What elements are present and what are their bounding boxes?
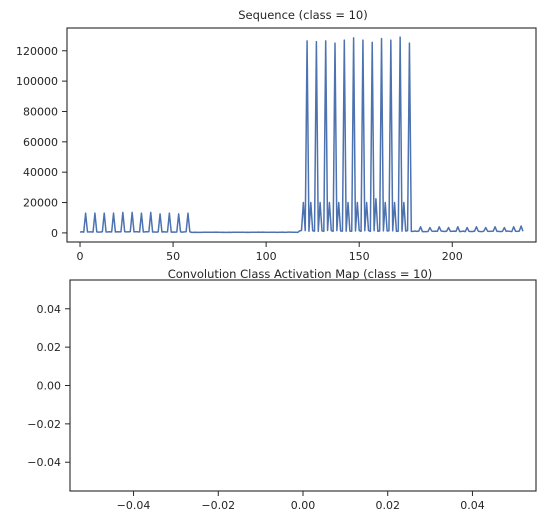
y-tick-label: 0.00 [37, 380, 62, 393]
x-tick-label: 0.02 [375, 499, 400, 512]
y-tick-label: 60000 [23, 136, 58, 149]
sequence-chart-x-ticks: 0 50 100 150 200 [77, 242, 463, 263]
x-tick-label: 150 [349, 250, 370, 263]
cam-chart-x-ticks: −0.04 −0.02 0.00 0.02 0.04 [117, 491, 485, 512]
y-tick-label: 40000 [23, 166, 58, 179]
y-tick-label: −0.04 [27, 456, 61, 469]
y-tick-label: 0.02 [37, 341, 62, 354]
cam-chart: Convolution Class Activation Map (class … [27, 267, 537, 512]
x-tick-label: 0.04 [460, 499, 485, 512]
y-tick-label: 120000 [16, 45, 58, 58]
x-tick-label: 0 [77, 250, 84, 263]
y-tick-label: 80000 [23, 105, 58, 118]
cam-chart-y-ticks: 0.04 0.02 0.00 −0.02 −0.04 [27, 303, 70, 469]
x-tick-label: −0.02 [201, 499, 235, 512]
x-tick-label: 200 [442, 250, 463, 263]
y-tick-label: −0.02 [27, 418, 61, 431]
sequence-series-line [79, 36, 524, 234]
sequence-chart-y-ticks: 0 20000 40000 60000 80000 100000 120000 [16, 45, 67, 240]
y-tick-label: 100000 [16, 75, 58, 88]
x-tick-label: 50 [166, 250, 180, 263]
sequence-chart-frame [66, 27, 537, 243]
sequence-chart: Sequence (class = 10) 0 50 100 150 200 0 2000… [16, 8, 537, 263]
cam-chart-title: Convolution Class Activation Map (class … [168, 267, 433, 281]
y-tick-label: 20000 [23, 197, 58, 210]
sequence-chart-title: Sequence (class = 10) [238, 8, 367, 22]
x-tick-label: 100 [256, 250, 277, 263]
x-tick-label: −0.04 [117, 499, 151, 512]
y-tick-label: 0 [51, 227, 58, 240]
x-tick-label: 0.00 [291, 499, 316, 512]
cam-chart-frame [69, 279, 537, 492]
y-tick-label: 0.04 [37, 303, 62, 316]
